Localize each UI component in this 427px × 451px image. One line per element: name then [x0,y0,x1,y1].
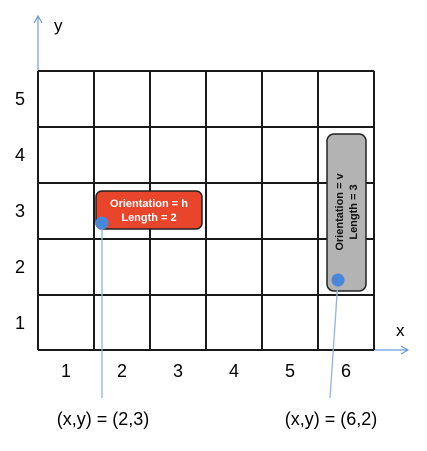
anchor-dot-v [332,274,345,287]
x-tick-label: 3 [173,361,183,381]
x-tick-label: 4 [229,361,239,381]
x-axis-label: x [396,321,405,340]
x-tick-label: 6 [341,361,351,381]
x-tick-label: 1 [61,361,71,381]
y-axis-label: y [54,16,63,35]
y-tick-label: 2 [15,257,25,277]
anchor-dot-h [96,217,109,230]
y-tick-label: 3 [15,201,25,221]
y-tick-label: 4 [15,145,25,165]
x-tick-label: 5 [285,361,295,381]
y-tick-label: 5 [15,89,25,109]
y-tick-label: 1 [15,313,25,333]
leader-line-v [330,280,338,398]
grid-lines [38,71,374,350]
horizontal-piece-length: Length = 2 [121,212,176,224]
vertical-piece-orientation: Orientation = v [334,172,346,250]
x-tick-label: 2 [117,361,127,381]
horizontal-piece-orientation: Orientation = h [110,198,188,210]
vertical-piece-length: Length = 3 [348,184,360,239]
anchor-caption-v: (x,y) = (6,2) [285,409,378,429]
vertical-piece [327,134,366,291]
anchor-caption-h: (x,y) = (2,3) [57,409,150,429]
